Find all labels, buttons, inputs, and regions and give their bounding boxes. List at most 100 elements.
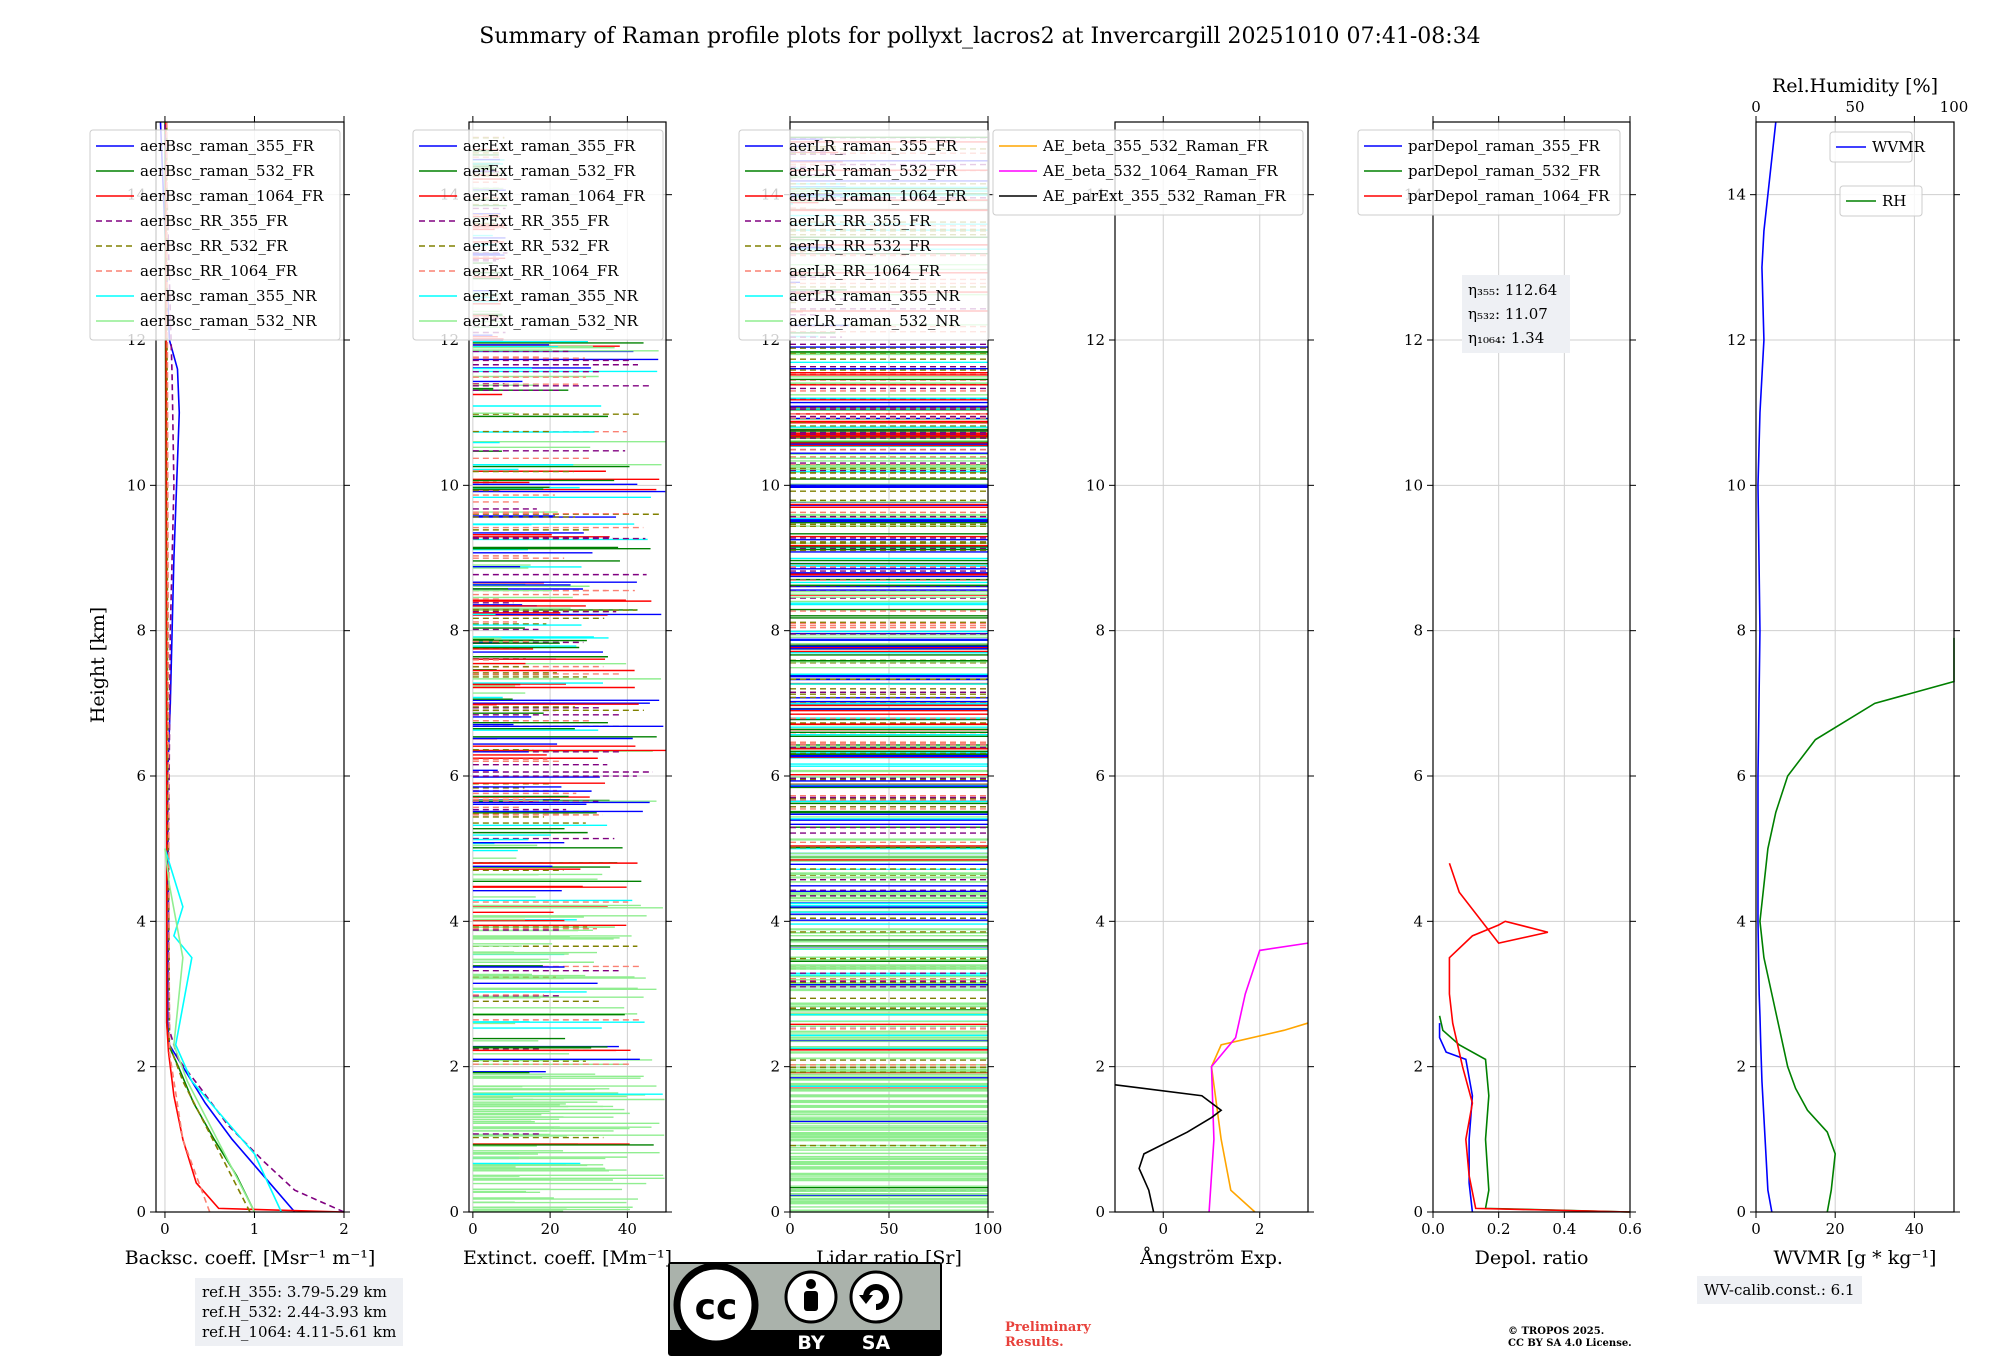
legend-label: aerBsc_raman_355_FR: [140, 137, 315, 155]
y-tick-label: 8: [1095, 622, 1105, 640]
top-tick-label: 50: [1845, 98, 1864, 116]
copyright-line-1: © TROPOS 2025.: [1508, 1326, 1605, 1337]
legend-label: aerBsc_raman_532_FR: [140, 162, 315, 180]
series-line-parDepol_raman_355_FR: [1438, 1023, 1474, 1213]
legend-label: aerLR_RR_1064_FR: [789, 262, 941, 280]
x-tick-label: 50: [879, 1220, 898, 1238]
x-tick-label: 40: [1905, 1220, 1924, 1238]
y-tick-label: 10: [1404, 476, 1423, 494]
x-tick-label: 0: [785, 1220, 795, 1238]
series-line-parDepol_raman_532_FR: [1438, 1015, 1631, 1213]
reference-heights-box: ref.H_355: 3.79-5.29 km ref.H_532: 2.44-…: [195, 1278, 404, 1346]
y-tick-label: 0: [770, 1203, 780, 1221]
legend-label: aerExt_raman_355_NR: [463, 287, 639, 305]
legend-label: aerLR_raman_355_NR: [789, 287, 960, 305]
y-tick-label: 2: [1413, 1058, 1423, 1076]
wv-calibration-constant: WV-calib.const.: 6.1: [1704, 1281, 1855, 1299]
y-tick-label: 8: [770, 622, 780, 640]
x-tick-label: 0.2: [1487, 1220, 1511, 1238]
legend-label: aerBsc_RR_532_FR: [140, 237, 288, 255]
series-line-RH: [1759, 637, 1955, 1213]
legend-label: parDepol_raman_532_FR: [1408, 162, 1601, 180]
legend-label: parDepol_raman_1064_FR: [1408, 187, 1610, 205]
x-tick-label: 2: [339, 1220, 349, 1238]
legend-label: aerExt_raman_1064_FR: [463, 187, 645, 205]
axes-frame: [1432, 121, 1631, 1213]
y-tick-label: 12: [1404, 331, 1423, 349]
legend-label: aerBsc_RR_355_FR: [140, 212, 288, 230]
figure-title: Summary of Raman profile plots for polly…: [479, 24, 1480, 49]
share-alike-arrow: [859, 1295, 873, 1304]
legend-label: AE_beta_532_1064_Raman_FR: [1042, 162, 1278, 180]
preliminary-line-2: Results.: [1005, 1335, 1064, 1350]
legend-label: aerLR_raman_532_NR: [789, 312, 960, 330]
y-axis-label: Height [km]: [87, 607, 109, 723]
ref-height-532: ref.H_532: 2.44-3.93 km: [202, 1303, 387, 1321]
legend-label: AE_beta_355_532_Raman_FR: [1042, 137, 1269, 155]
share-alike-arc: [863, 1284, 889, 1310]
series-line-aerBsc_raman_355_NR: [164, 848, 283, 1213]
y-tick-label: 2: [770, 1058, 780, 1076]
panel-5: 0.00.20.40.602468101214Depol. ratioparDe…: [1357, 116, 1642, 1269]
y-tick-label: 4: [770, 912, 780, 930]
by-label: BY: [797, 1332, 824, 1354]
x-tick-label: 0: [160, 1220, 170, 1238]
y-tick-label: 4: [136, 912, 146, 930]
y-tick-label: 12: [1086, 331, 1105, 349]
x-tick-label: 0: [468, 1220, 478, 1238]
series-line-WVMR: [1757, 121, 1777, 1213]
cc-by-sa-license-badge: cc BY SA: [668, 1262, 942, 1356]
y-tick-label: 10: [761, 476, 780, 494]
legend-label: aerExt_raman_532_FR: [463, 162, 636, 180]
y-tick-label: 0: [1095, 1203, 1105, 1221]
eta-annotation-line: η₃₅₅: 112.64: [1468, 281, 1557, 299]
cc-letters: cc: [695, 1287, 738, 1328]
legend-label: aerExt_RR_355_FR: [463, 212, 610, 230]
x-axis-label: WVMR [g * kg⁻¹]: [1774, 1247, 1937, 1269]
x-tick-label: 2: [1255, 1220, 1265, 1238]
x-tick-label: 100: [974, 1220, 1003, 1238]
panel-6: 0 20 40 0 2 4 6 8 10 12 14 WVMR [g * kg⁻¹] 0 50 100Rel…: [1727, 75, 1968, 1269]
person-head: [806, 1279, 816, 1289]
x-tick-label: 0: [1158, 1220, 1168, 1238]
series-line-AE_parExt_355_532_Raman_FR: [1114, 1084, 1223, 1213]
y-tick-label: 8: [1413, 622, 1423, 640]
copyright-note: © TROPOS 2025. CC BY SA 4.0 License.: [1508, 1326, 1632, 1350]
x-tick-label: 0: [1751, 1220, 1761, 1238]
x-tick-label: 0.0: [1421, 1220, 1445, 1238]
panels: 01202468101214Backsc. coeff. [Msr⁻¹ m⁻¹]…: [89, 75, 1968, 1269]
series-line-AE_beta_532_1064_Raman_FR: [1208, 942, 1309, 1213]
legend-box: [412, 129, 664, 341]
x-tick-label: 40: [618, 1220, 637, 1238]
y-tick-label: 6: [449, 767, 459, 785]
legend-label: aerBsc_RR_1064_FR: [140, 262, 298, 280]
legend-box: [1839, 185, 1923, 217]
y-tick-label: 0: [1413, 1203, 1423, 1221]
legend-box: [89, 129, 341, 341]
preliminary-results-note: Preliminary Results.: [1005, 1320, 1091, 1350]
ref-height-355: ref.H_355: 3.79-5.29 km: [202, 1283, 387, 1301]
y-tick-label: 2: [1736, 1058, 1746, 1076]
cc-circle-icon: [673, 1262, 759, 1348]
y-tick-label: 2: [1095, 1058, 1105, 1076]
x-axis-label: Ångström Exp.: [1139, 1247, 1283, 1269]
axes-frame: [155, 121, 345, 1213]
eta-annotation-line: η₁₀₆₄: 1.34: [1468, 329, 1544, 347]
legend-label: aerBsc_raman_1064_FR: [140, 187, 324, 205]
y-tick-label: 6: [1413, 767, 1423, 785]
series-line-aerBsc_RR_532_FR: [165, 121, 251, 1213]
y-tick-label: 2: [449, 1058, 459, 1076]
x-tick-label: 0.6: [1618, 1220, 1642, 1238]
legend-label: AE_parExt_355_532_Raman_FR: [1042, 187, 1287, 205]
top-axis-label: Rel.Humidity [%]: [1772, 75, 1938, 97]
legend-box: [738, 129, 990, 341]
y-tick-label: 10: [1727, 476, 1746, 494]
legend-label: WVMR: [1872, 138, 1926, 156]
axes-frame: [468, 121, 667, 1213]
y-tick-label: 14: [1727, 186, 1746, 204]
top-tick-label: 100: [1940, 98, 1969, 116]
legend-label: aerBsc_raman_532_NR: [140, 312, 317, 330]
legend-label: aerLR_raman_355_FR: [789, 137, 958, 155]
panel-2: 0204002468101214Extinct. coeff. [Mm⁻¹]ae…: [412, 116, 672, 1269]
sa-share-alike-icon: [849, 1270, 903, 1324]
